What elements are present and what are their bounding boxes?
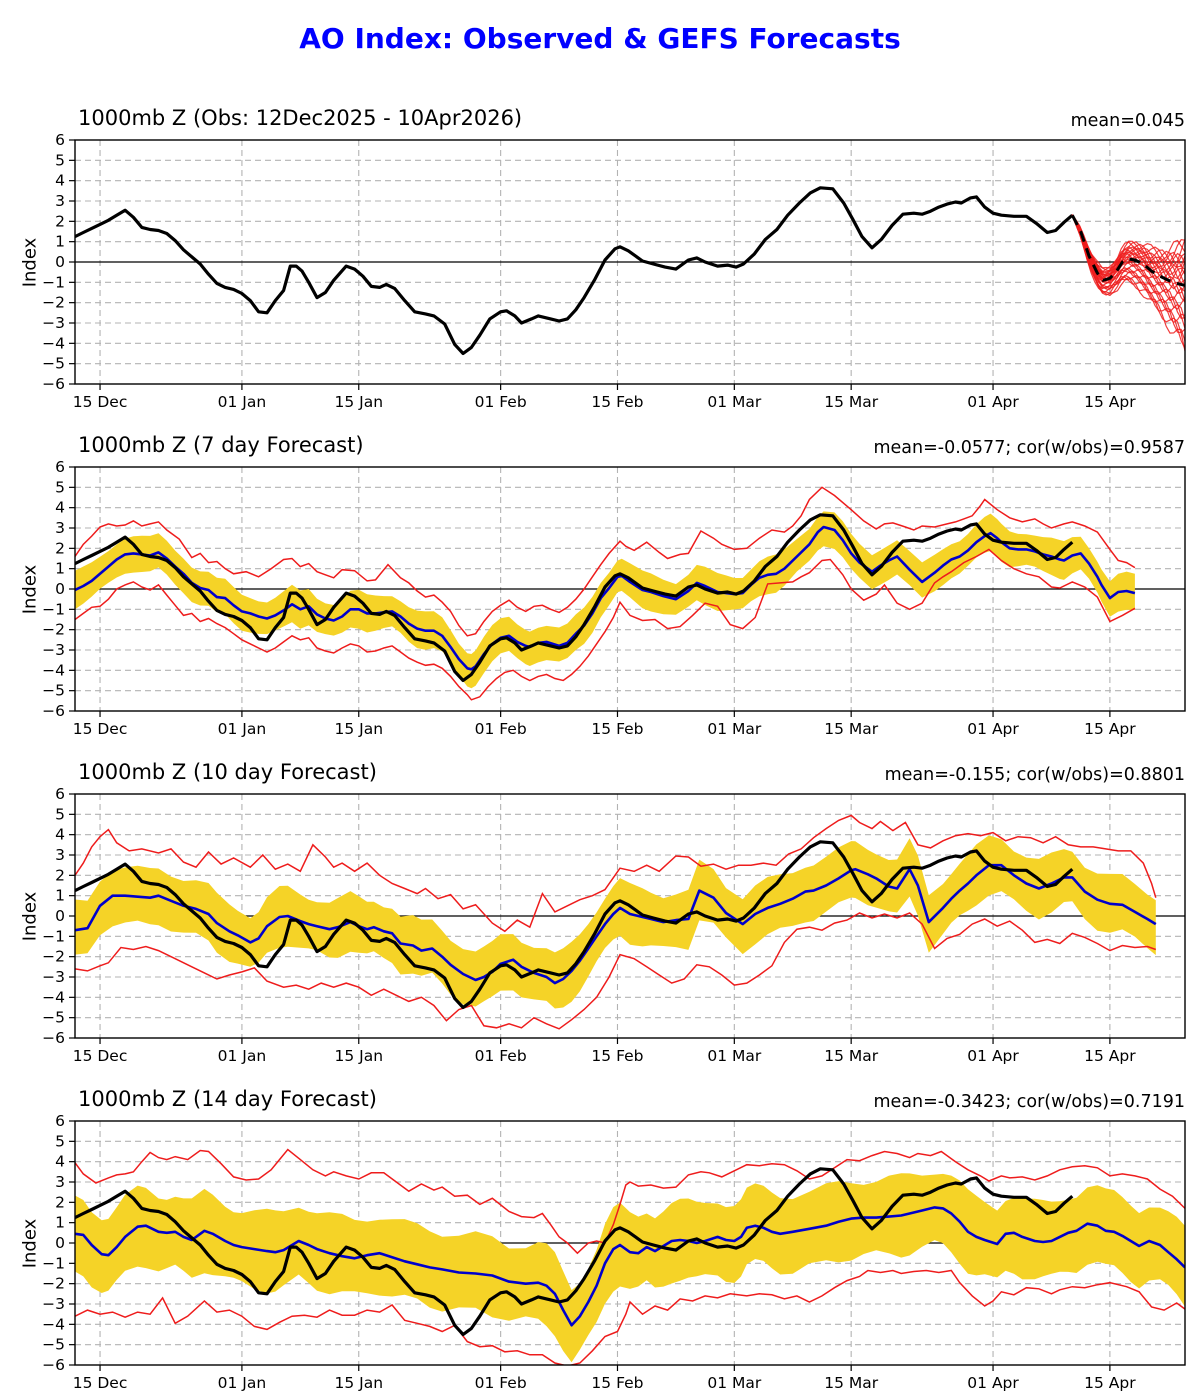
svg-text:5: 5 [55, 805, 65, 823]
svg-text:0: 0 [55, 1234, 65, 1252]
panel-4-title: 1000mb Z (14 day Forecast) [78, 1087, 377, 1111]
svg-text:−1: −1 [42, 273, 65, 291]
svg-text:01 Apr: 01 Apr [967, 1374, 1019, 1392]
svg-text:15 Dec: 15 Dec [73, 393, 128, 411]
svg-text:6: 6 [55, 1112, 65, 1130]
svg-text:−6: −6 [42, 702, 65, 720]
svg-text:6: 6 [55, 458, 65, 476]
svg-text:01 Feb: 01 Feb [475, 393, 527, 411]
svg-text:−2: −2 [42, 621, 65, 639]
svg-text:−1: −1 [42, 600, 65, 618]
svg-text:6: 6 [55, 785, 65, 803]
svg-text:01 Feb: 01 Feb [475, 1047, 527, 1065]
panel-1-title: 1000mb Z (Obs: 12Dec2025 - 10Apr2026) [78, 106, 523, 130]
svg-text:1: 1 [55, 560, 65, 578]
svg-text:0: 0 [55, 907, 65, 925]
svg-text:15 Jan: 15 Jan [334, 393, 383, 411]
svg-text:15 Mar: 15 Mar [824, 720, 879, 738]
panel-2-stats: mean=-0.0577; cor(w/obs)=0.9587 [873, 438, 1185, 458]
svg-text:15 Jan: 15 Jan [334, 1374, 383, 1392]
svg-text:15 Dec: 15 Dec [73, 1374, 128, 1392]
svg-text:2: 2 [55, 212, 65, 230]
svg-text:4: 4 [55, 1153, 65, 1171]
svg-text:01 Feb: 01 Feb [475, 720, 527, 738]
panel-1-stats: mean=0.045 [1070, 111, 1185, 131]
svg-text:15 Feb: 15 Feb [591, 1047, 643, 1065]
svg-text:0: 0 [55, 253, 65, 271]
svg-text:−2: −2 [42, 1275, 65, 1293]
svg-text:−5: −5 [42, 682, 65, 700]
svg-text:3: 3 [55, 519, 65, 537]
svg-text:15 Feb: 15 Feb [591, 720, 643, 738]
svg-text:−2: −2 [42, 948, 65, 966]
svg-text:15 Dec: 15 Dec [73, 1047, 128, 1065]
svg-text:4: 4 [55, 172, 65, 190]
svg-text:01 Apr: 01 Apr [967, 1047, 1019, 1065]
svg-text:01 Mar: 01 Mar [707, 393, 762, 411]
svg-text:−4: −4 [42, 988, 65, 1006]
svg-text:15 Apr: 15 Apr [1084, 393, 1136, 411]
svg-text:01 Apr: 01 Apr [967, 393, 1019, 411]
svg-text:01 Mar: 01 Mar [707, 1374, 762, 1392]
svg-text:15 Apr: 15 Apr [1084, 720, 1136, 738]
panel-4-stats: mean=-0.3423; cor(w/obs)=0.7191 [873, 1092, 1185, 1112]
svg-text:0: 0 [55, 580, 65, 598]
svg-text:01 Jan: 01 Jan [218, 720, 267, 738]
svg-text:1: 1 [55, 887, 65, 905]
panel-2-title: 1000mb Z (7 day Forecast) [78, 433, 364, 457]
svg-text:−6: −6 [42, 1356, 65, 1374]
svg-text:6: 6 [55, 131, 65, 149]
svg-text:5: 5 [55, 1132, 65, 1150]
svg-text:01 Mar: 01 Mar [707, 1047, 762, 1065]
svg-text:1: 1 [55, 1214, 65, 1232]
svg-text:5: 5 [55, 478, 65, 496]
svg-text:4: 4 [55, 826, 65, 844]
svg-text:−1: −1 [42, 927, 65, 945]
svg-text:2: 2 [55, 1193, 65, 1211]
svg-text:−3: −3 [42, 1295, 65, 1313]
svg-text:−4: −4 [42, 334, 65, 352]
svg-text:−4: −4 [42, 1315, 65, 1333]
svg-text:−3: −3 [42, 314, 65, 332]
svg-text:−6: −6 [42, 375, 65, 393]
svg-text:15 Dec: 15 Dec [73, 720, 128, 738]
svg-text:−3: −3 [42, 968, 65, 986]
svg-text:3: 3 [55, 192, 65, 210]
svg-text:3: 3 [55, 846, 65, 864]
svg-text:−6: −6 [42, 1029, 65, 1047]
figure-title: AO Index: Observed & GEFS Forecasts [299, 22, 901, 55]
svg-text:01 Mar: 01 Mar [707, 720, 762, 738]
svg-text:1: 1 [55, 233, 65, 251]
svg-text:15 Jan: 15 Jan [334, 1047, 383, 1065]
svg-text:01 Apr: 01 Apr [967, 720, 1019, 738]
svg-text:−1: −1 [42, 1254, 65, 1272]
svg-text:5: 5 [55, 151, 65, 169]
svg-text:−5: −5 [42, 1009, 65, 1027]
svg-text:2: 2 [55, 539, 65, 557]
svg-text:15 Mar: 15 Mar [824, 1047, 879, 1065]
panel-3-title: 1000mb Z (10 day Forecast) [78, 760, 377, 784]
svg-text:15 Mar: 15 Mar [824, 1374, 879, 1392]
svg-text:15 Feb: 15 Feb [591, 393, 643, 411]
svg-text:15 Apr: 15 Apr [1084, 1047, 1136, 1065]
svg-text:−5: −5 [42, 1336, 65, 1354]
svg-text:15 Jan: 15 Jan [334, 720, 383, 738]
svg-text:−4: −4 [42, 661, 65, 679]
svg-text:15 Mar: 15 Mar [824, 393, 879, 411]
svg-text:15 Apr: 15 Apr [1084, 1374, 1136, 1392]
svg-text:01 Jan: 01 Jan [218, 1374, 267, 1392]
svg-text:01 Jan: 01 Jan [218, 393, 267, 411]
svg-text:−2: −2 [42, 294, 65, 312]
svg-text:4: 4 [55, 499, 65, 517]
svg-text:15 Feb: 15 Feb [591, 1374, 643, 1392]
svg-text:01 Feb: 01 Feb [475, 1374, 527, 1392]
svg-text:01 Jan: 01 Jan [218, 1047, 267, 1065]
panel-3-stats: mean=-0.155; cor(w/obs)=0.8801 [884, 765, 1185, 785]
svg-text:−5: −5 [42, 355, 65, 373]
svg-text:3: 3 [55, 1173, 65, 1191]
svg-text:−3: −3 [42, 641, 65, 659]
svg-text:2: 2 [55, 866, 65, 884]
